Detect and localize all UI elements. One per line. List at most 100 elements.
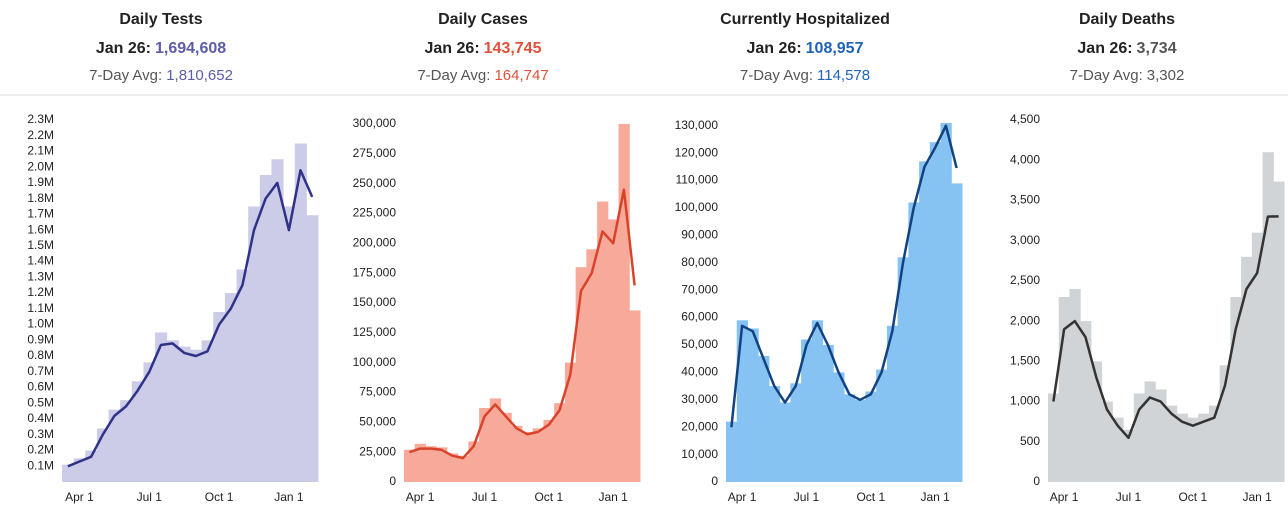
bar <box>844 394 856 482</box>
bar <box>479 408 491 482</box>
bar <box>940 122 952 483</box>
y-tick-label: 25,000 <box>359 444 396 458</box>
avg-line <box>1052 215 1279 440</box>
latest-line: Jan 26: 3,734 <box>1077 40 1176 57</box>
bar <box>236 269 249 482</box>
avg-value: 1,810,652 <box>166 67 233 84</box>
bar <box>155 332 168 482</box>
y-tick-label: 0.6M <box>27 380 54 394</box>
bar <box>511 425 523 482</box>
bar <box>120 400 133 482</box>
x-tick-label: Apr 1 <box>65 490 94 504</box>
y-tick-label: 2,500 <box>1010 273 1040 287</box>
bar <box>1144 381 1156 482</box>
y-tick-label: 75,000 <box>359 385 396 399</box>
latest-label: Jan 26: <box>747 40 802 57</box>
x-tick-label: Apr 1 <box>406 490 435 504</box>
latest-label: Jan 26: <box>96 40 151 57</box>
y-tick-label: 20,000 <box>681 419 718 433</box>
bar <box>1101 401 1113 482</box>
bar <box>1155 389 1167 482</box>
y-tick-label: 1.8M <box>27 191 54 205</box>
x-tick-label: Jul 1 <box>472 490 498 504</box>
x-tick-label: Oct 1 <box>534 490 563 504</box>
bar <box>306 215 319 482</box>
y-tick-label: 120,000 <box>675 145 719 159</box>
latest-line: Jan 26: 108,957 <box>747 40 864 57</box>
chart-title: Daily Deaths <box>1079 11 1175 28</box>
x-tick-label: Jan 1 <box>274 490 304 504</box>
y-tick-label: 1.0M <box>27 317 54 331</box>
bar <box>854 399 866 482</box>
bar <box>1187 417 1199 482</box>
y-tick-label: 0.4M <box>27 411 54 425</box>
y-tick-label: 0 <box>711 474 718 488</box>
bar <box>532 428 544 482</box>
y-tick-label: 0 <box>389 474 396 488</box>
y-tick-label: 50,000 <box>359 414 396 428</box>
bar <box>143 362 156 482</box>
y-tick-label: 250,000 <box>353 176 397 190</box>
latest-line: Jan 26: 1,694,608 <box>96 40 226 57</box>
y-tick-label: 3,500 <box>1010 193 1040 207</box>
bar <box>1198 413 1210 482</box>
y-tick-label: 0.7M <box>27 364 54 378</box>
bar <box>1058 297 1070 482</box>
y-tick-label: 3,000 <box>1010 233 1040 247</box>
bar <box>1133 393 1146 482</box>
y-tick-label: 1.7M <box>27 207 54 221</box>
bar <box>554 403 566 482</box>
y-tick-label: 0.9M <box>27 332 54 346</box>
y-tick-label: 225,000 <box>353 206 397 220</box>
y-tick-label: 60,000 <box>681 310 718 324</box>
x-tick-label: Jan 1 <box>599 490 629 504</box>
avg-value: 164,747 <box>494 67 548 84</box>
bar <box>543 419 555 482</box>
y-tick-label: 0.3M <box>27 427 54 441</box>
x-tick-label: Apr 1 <box>1050 490 1079 504</box>
y-tick-label: 0.1M <box>27 458 54 472</box>
bar <box>259 174 272 482</box>
x-tick-label: Apr 1 <box>728 490 757 504</box>
avg-label: 7-Day Avg: <box>417 67 490 84</box>
latest-label: Jan 26: <box>425 40 480 57</box>
bar <box>178 346 191 482</box>
y-tick-label: 0.8M <box>27 348 54 362</box>
avg-line: 7-Day Avg: 164,747 <box>417 67 548 84</box>
chart-title: Daily Tests <box>119 11 202 28</box>
bar <box>790 383 802 482</box>
y-tick-label: 1.3M <box>27 269 54 283</box>
x-tick-label: Oct 1 <box>856 490 885 504</box>
bar <box>629 310 641 482</box>
y-tick-label: 150,000 <box>353 295 397 309</box>
y-tick-label: 100,000 <box>675 200 719 214</box>
bar <box>1048 393 1060 482</box>
bar <box>597 201 609 483</box>
y-tick-label: 90,000 <box>681 228 718 242</box>
bar <box>758 355 770 482</box>
y-tick-label: 1.2M <box>27 285 54 299</box>
y-tick-label: 125,000 <box>353 325 397 339</box>
y-tick-label: 2.0M <box>27 159 54 173</box>
latest-label: Jan 26: <box>1077 40 1132 57</box>
bar <box>1080 321 1092 482</box>
y-tick-label: 50,000 <box>681 337 718 351</box>
y-tick-label: 0.5M <box>27 395 54 409</box>
bar <box>833 372 845 482</box>
bar <box>747 328 759 482</box>
bar <box>865 391 877 482</box>
bar <box>951 183 963 482</box>
bar <box>897 257 909 482</box>
y-tick-label: 275,000 <box>353 146 397 160</box>
bar <box>131 381 144 482</box>
bar <box>1219 365 1231 482</box>
bar <box>618 123 630 482</box>
bar <box>607 219 620 482</box>
bar <box>166 340 179 482</box>
bar <box>1123 429 1135 482</box>
bar <box>886 325 899 482</box>
chart-panel: Daily Tests Jan 26: 1,694,608 7-Day Avg: 1,8… <box>27 11 319 504</box>
y-tick-label: 2.3M <box>27 112 54 126</box>
latest-line: Jan 26: 143,745 <box>425 40 542 57</box>
bar <box>500 412 512 482</box>
